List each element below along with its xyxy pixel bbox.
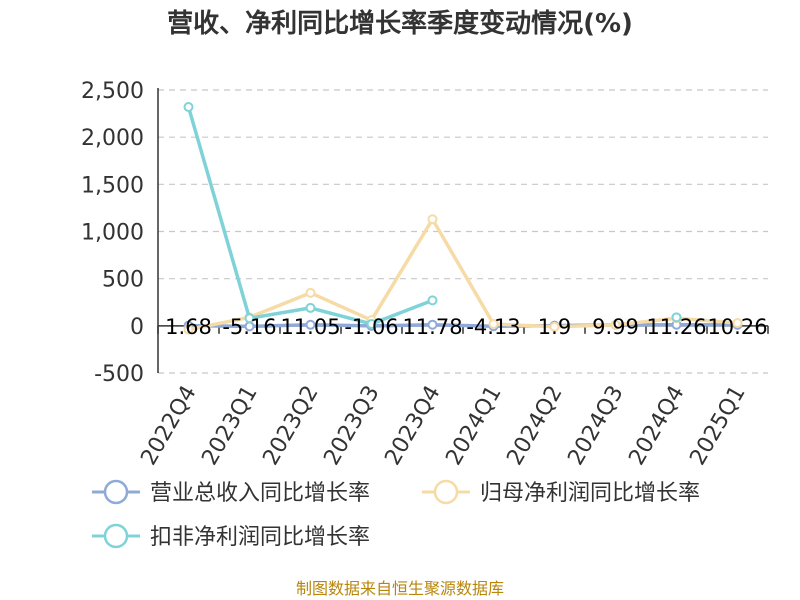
legend-item-1: 归母净利润同比增长率 bbox=[422, 479, 700, 506]
x-tick-label: 2025Q1 bbox=[685, 382, 750, 470]
data-label: 1.68 bbox=[165, 315, 212, 339]
data-label: 10.26 bbox=[707, 315, 767, 339]
series-line bbox=[188, 322, 738, 329]
legend-label: 归母净利润同比增长率 bbox=[480, 481, 700, 506]
x-tick-label: 2024Q3 bbox=[563, 382, 628, 470]
y-tick-label: 2,000 bbox=[81, 126, 144, 151]
x-tick-label: 2022Q4 bbox=[136, 382, 201, 470]
data-point bbox=[244, 313, 255, 324]
data-point bbox=[427, 319, 438, 330]
data-label: -4.13 bbox=[466, 315, 520, 339]
data-point bbox=[549, 321, 560, 332]
chart-title: 营收、净利同比增长率季度变动情况(%) bbox=[167, 8, 633, 39]
data-point bbox=[732, 318, 743, 329]
y-tick-label: 500 bbox=[102, 268, 144, 293]
source-note: 制图数据来自恒生聚源数据库 bbox=[296, 579, 504, 598]
data-label: -1.06 bbox=[344, 315, 398, 339]
legend-item-2: 扣非净利润同比增长率 bbox=[92, 523, 370, 550]
data-point bbox=[427, 214, 438, 225]
legend-label: 扣非净利润同比增长率 bbox=[150, 525, 370, 550]
data-point bbox=[305, 302, 316, 313]
y-tick-label: 1,000 bbox=[81, 221, 144, 246]
data-label: 11.78 bbox=[402, 315, 462, 339]
grid-lines bbox=[158, 89, 768, 374]
data-label: 9.99 bbox=[592, 315, 639, 339]
data-point bbox=[183, 324, 194, 335]
legend-item-0: 营业总收入同比增长率 bbox=[92, 479, 370, 506]
x-tick-label: 2023Q4 bbox=[380, 382, 445, 470]
legend-swatch-marker bbox=[103, 479, 129, 505]
data-point bbox=[305, 287, 316, 298]
data-point bbox=[610, 319, 621, 330]
data-point bbox=[183, 101, 194, 112]
data-point bbox=[671, 312, 682, 323]
x-tick-label: 2024Q2 bbox=[502, 382, 567, 470]
data-point bbox=[488, 318, 499, 329]
data-label: -5.16 bbox=[222, 315, 276, 339]
data-label: 1.9 bbox=[538, 315, 571, 339]
legend-swatch-marker bbox=[103, 523, 129, 549]
data-point bbox=[427, 295, 438, 306]
legend-label: 营业总收入同比增长率 bbox=[150, 481, 370, 506]
data-label: 11.26 bbox=[646, 315, 706, 339]
series-group bbox=[183, 101, 743, 335]
series-2 bbox=[183, 101, 682, 329]
y-tick-label: 2,500 bbox=[81, 79, 144, 104]
y-tick-label: 1,500 bbox=[81, 173, 144, 198]
y-tick-label: -500 bbox=[94, 362, 144, 387]
x-tick-label: 2024Q4 bbox=[624, 382, 689, 470]
data-labels: 1.68 -5.16 11.05 -1.06 11.78 -4.13 1.9 9.99 11.2… bbox=[165, 315, 767, 339]
data-point bbox=[305, 319, 316, 330]
x-tick-label: 2023Q2 bbox=[258, 382, 323, 470]
data-label: 11.05 bbox=[280, 315, 340, 339]
x-tick-label: 2023Q1 bbox=[197, 382, 262, 470]
y-tick-label: 0 bbox=[130, 315, 144, 340]
series-line bbox=[188, 217, 738, 332]
x-tick-label: 2024Q1 bbox=[441, 382, 506, 470]
data-point bbox=[366, 318, 377, 329]
x-tick-label: 2023Q3 bbox=[319, 382, 384, 470]
legend-swatch-marker bbox=[433, 479, 459, 505]
